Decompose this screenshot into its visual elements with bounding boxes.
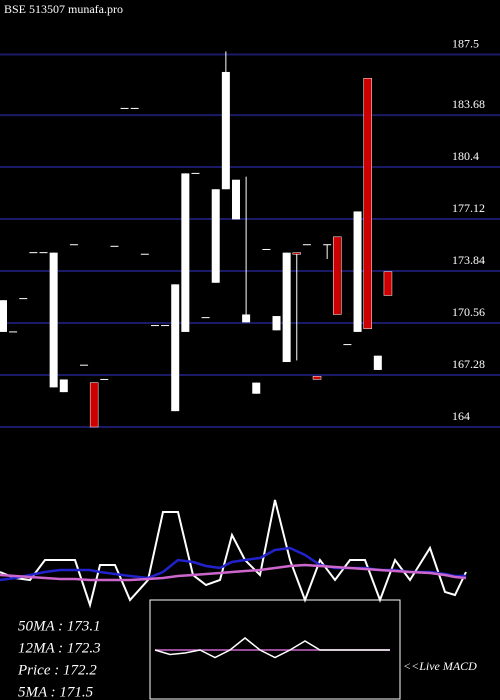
y-tick-label: 183.68 (452, 97, 485, 111)
candle-body (312, 376, 322, 380)
candle-body (130, 107, 139, 109)
candle-body (110, 245, 119, 247)
candle-body (242, 314, 251, 323)
candle-body (292, 252, 302, 255)
candle-body (323, 244, 332, 246)
candle-body (343, 344, 352, 346)
candle-body (120, 107, 129, 109)
candle-body (69, 244, 78, 246)
candle-body (49, 252, 58, 388)
candle-body (272, 316, 281, 331)
candle-body (150, 325, 159, 327)
candle-body (231, 179, 240, 220)
stat-label: Price : 172.2 (17, 662, 97, 678)
y-tick-label: 177.12 (452, 201, 485, 215)
candle-body (221, 71, 230, 190)
candle-body (171, 284, 180, 412)
candle-body (181, 173, 190, 332)
candle-body (211, 189, 220, 283)
candle-body (89, 382, 99, 428)
candle-body (252, 382, 261, 394)
candle-body (140, 253, 149, 255)
macd-label: <<Live MACD (403, 659, 477, 673)
y-tick-label: 187.5 (452, 36, 479, 50)
candle-body (39, 252, 48, 254)
stat-label: 50MA : 173.1 (18, 618, 101, 634)
y-tick-label: 180.4 (452, 149, 479, 163)
y-tick-label: 164 (452, 409, 470, 423)
candle-body (333, 236, 342, 315)
y-tick-label: 167.28 (452, 357, 485, 371)
candle-body (363, 78, 372, 329)
candle-body (9, 331, 18, 333)
candle-body (201, 317, 210, 319)
candle-body (383, 271, 393, 296)
y-tick-label: 173.84 (452, 253, 485, 267)
candle-body (80, 364, 89, 366)
candle-body (373, 355, 382, 370)
candle-body (161, 325, 170, 327)
indicator-line (0, 563, 467, 582)
stat-label: 12MA : 172.3 (18, 640, 101, 656)
candle-body (262, 248, 271, 250)
stat-label: 5MA : 171.5 (18, 684, 94, 700)
candle-body (100, 378, 109, 380)
chart-title: BSE 513507 munafa.pro (4, 2, 123, 16)
candle-body (302, 244, 311, 246)
indicator-line (0, 499, 467, 609)
candle-body (29, 252, 38, 254)
macd-line (154, 637, 390, 659)
candle-body (353, 211, 362, 332)
candle-body (0, 300, 7, 332)
candle-body (191, 172, 200, 174)
candle-body (59, 379, 68, 393)
y-tick-label: 170.56 (452, 305, 485, 319)
candle-body (19, 298, 28, 300)
candle-body (282, 252, 291, 363)
